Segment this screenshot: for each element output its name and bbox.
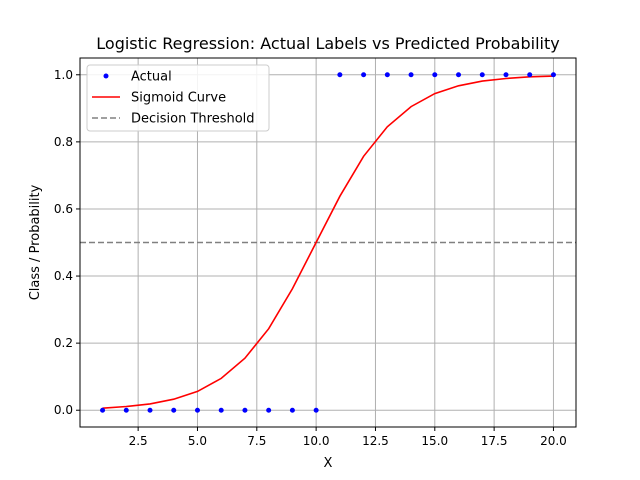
actual-point <box>194 407 200 413</box>
actual-point <box>218 407 224 413</box>
actual-point <box>550 72 556 78</box>
actual-point <box>432 72 438 78</box>
x-tick-label: 20.0 <box>540 434 567 448</box>
y-tick-label: 0.4 <box>54 269 73 283</box>
y-tick-label: 0.8 <box>54 135 73 149</box>
actual-point <box>266 407 272 413</box>
ticks: 2.5 5.0 7.5 10.0 12.5 15.0 17.5 20.0 0.0 0.2 0.4 0.… <box>54 68 567 448</box>
actual-point <box>384 72 390 78</box>
legend-marker-actual <box>103 73 109 79</box>
legend-label: Actual <box>131 70 172 85</box>
actual-point <box>289 407 295 413</box>
plot-frame <box>79 57 577 428</box>
chart-title: Logistic Regression: Actual Labels vs Pr… <box>96 34 559 53</box>
x-tick-label: 17.5 <box>481 434 508 448</box>
points-layer <box>100 72 556 413</box>
actual-point <box>408 72 414 78</box>
actual-point <box>147 407 153 413</box>
actual-point <box>337 72 343 78</box>
actual-point <box>361 72 367 78</box>
sigmoid-curve-line <box>102 75 554 409</box>
legend: Actual Sigmoid Curve Decision Threshold <box>86 64 270 132</box>
legend-label: Sigmoid Curve <box>131 91 226 106</box>
actual-point <box>171 407 177 413</box>
x-tick-label: 12.5 <box>362 434 389 448</box>
y-tick-label: 0.6 <box>54 202 73 216</box>
x-tick-label: 2.5 <box>129 434 148 448</box>
x-axis-label: X <box>324 456 333 471</box>
legend-box <box>86 64 270 132</box>
actual-point <box>100 407 106 413</box>
y-tick-label: 1.0 <box>54 68 73 82</box>
actual-point <box>479 72 485 78</box>
y-tick-label: 0.2 <box>54 336 73 350</box>
actual-point <box>503 72 509 78</box>
x-tick-label: 15.0 <box>421 434 448 448</box>
actual-point <box>527 72 533 78</box>
y-tick-label: 0.0 <box>54 403 73 417</box>
actual-point <box>123 407 129 413</box>
curve-layer <box>102 75 554 409</box>
x-tick-label: 7.5 <box>247 434 266 448</box>
actual-point <box>313 407 319 413</box>
x-tick-label: 5.0 <box>188 434 207 448</box>
actual-point <box>456 72 462 78</box>
y-axis-label: Class / Probability <box>28 184 43 300</box>
x-tick-label: 10.0 <box>303 434 330 448</box>
legend-label: Decision Threshold <box>131 112 255 127</box>
actual-point <box>242 407 248 413</box>
